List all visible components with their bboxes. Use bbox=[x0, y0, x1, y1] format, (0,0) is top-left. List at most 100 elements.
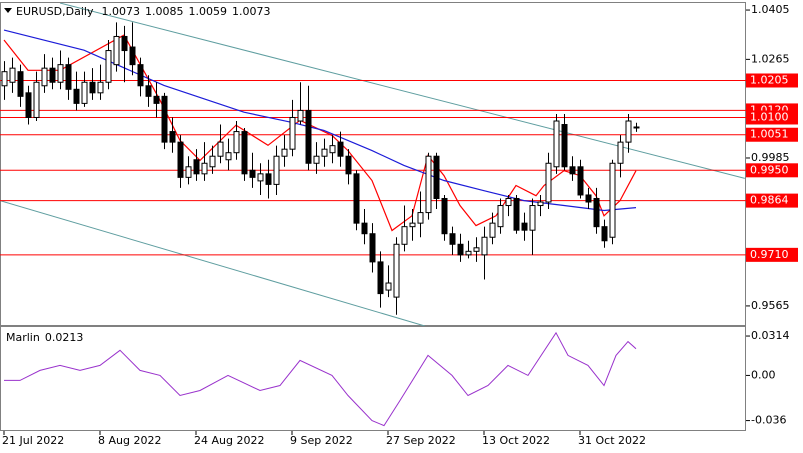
candle-body bbox=[393, 243, 400, 298]
candle-body bbox=[177, 141, 184, 178]
candle-body bbox=[457, 243, 464, 256]
level-label: 1.0205 bbox=[750, 73, 789, 86]
candle-body bbox=[25, 92, 32, 118]
candle-body bbox=[321, 148, 328, 157]
candle-body bbox=[425, 155, 432, 214]
candle-body bbox=[417, 212, 424, 224]
channel-line bbox=[0, 200, 425, 326]
candle-body bbox=[289, 116, 296, 150]
candle-body bbox=[273, 155, 280, 185]
candle-body bbox=[553, 120, 560, 168]
candle-body bbox=[409, 222, 416, 228]
level-label: 0.9950 bbox=[750, 163, 789, 176]
level-tag bbox=[746, 73, 798, 88]
level-tag bbox=[746, 193, 798, 208]
y-tick-label: 0.9565 bbox=[751, 299, 790, 312]
low: 1.0059 bbox=[188, 5, 227, 18]
candle-body bbox=[465, 250, 472, 256]
candle-body bbox=[385, 282, 392, 291]
y-tick-label: 0.9985 bbox=[751, 151, 790, 164]
candle-body bbox=[521, 222, 528, 231]
x-tick-label: 9 Sep 2022 bbox=[290, 434, 353, 447]
candle-body bbox=[161, 95, 168, 143]
indicator-title: Marlin 0.0213 bbox=[6, 331, 83, 344]
candle-body bbox=[609, 162, 616, 238]
candle-body bbox=[561, 124, 568, 168]
candle-body bbox=[481, 236, 488, 256]
y-tick-label: 1.0405 bbox=[751, 3, 790, 16]
candle-body bbox=[9, 67, 16, 83]
x-tick-label: 21 Jul 2022 bbox=[2, 434, 64, 447]
candle-body bbox=[441, 197, 448, 235]
candle-body bbox=[193, 159, 200, 175]
candle-body bbox=[129, 46, 136, 66]
menu-triangle bbox=[4, 8, 12, 13]
candle-body bbox=[529, 205, 536, 231]
level-tag bbox=[746, 127, 798, 142]
x-tick-label: 27 Sep 2022 bbox=[386, 434, 456, 447]
candle-body bbox=[49, 67, 56, 83]
level-tag bbox=[746, 247, 798, 262]
candle-body bbox=[81, 81, 88, 104]
indicator-panel bbox=[0, 326, 746, 431]
x-tick-label: 31 Oct 2022 bbox=[578, 434, 646, 447]
candle-body bbox=[497, 205, 504, 228]
y-tick-label: -0.036 bbox=[751, 414, 786, 427]
candle-body bbox=[217, 141, 224, 157]
open: 1.0073 bbox=[101, 5, 140, 18]
candle-body bbox=[145, 85, 152, 97]
axes: 1.04051.02650.99850.95651.02051.01201.01… bbox=[2, 3, 798, 447]
y-tick-label: 0.00 bbox=[751, 368, 776, 381]
candle-body bbox=[585, 194, 592, 203]
candle-body bbox=[545, 162, 552, 203]
candle-body bbox=[353, 173, 360, 224]
candle-body bbox=[377, 261, 384, 295]
channel-line bbox=[59, 3, 745, 179]
candle-body bbox=[489, 222, 496, 238]
candle-body bbox=[17, 71, 24, 97]
symbol: EURUSD,Daily bbox=[16, 5, 94, 18]
x-tick-label: 13 Oct 2022 bbox=[482, 434, 550, 447]
candle-body bbox=[305, 109, 312, 164]
candle-body bbox=[89, 81, 96, 94]
candle-body bbox=[97, 81, 104, 94]
candle-body bbox=[329, 145, 336, 154]
candle-body bbox=[241, 131, 248, 175]
candle-body bbox=[57, 64, 64, 83]
candle-body bbox=[625, 120, 632, 143]
candle-body bbox=[369, 233, 376, 263]
y-tick-label: 0.0314 bbox=[751, 329, 790, 342]
candle-body bbox=[257, 173, 264, 182]
candle-body bbox=[617, 141, 624, 164]
candle-body bbox=[577, 166, 584, 196]
candle-body bbox=[537, 201, 544, 207]
candle-body bbox=[1, 71, 8, 87]
candle-body bbox=[313, 155, 320, 164]
x-tick-label: 24 Aug 2022 bbox=[194, 434, 264, 447]
candle-body bbox=[297, 109, 304, 122]
high: 1.0085 bbox=[145, 5, 184, 18]
close: 1.0073 bbox=[232, 5, 271, 18]
candle-body bbox=[361, 222, 368, 235]
candle-body bbox=[265, 173, 272, 185]
indicator-value: 0.0213 bbox=[45, 331, 84, 344]
candle-body bbox=[33, 81, 40, 118]
x-tick-label: 8 Aug 2022 bbox=[98, 434, 161, 447]
candle-body bbox=[201, 162, 208, 175]
candle-body bbox=[169, 131, 176, 143]
candle-body bbox=[473, 247, 480, 252]
candle-body bbox=[209, 155, 216, 168]
candle-body bbox=[505, 197, 512, 207]
indicator-name: Marlin bbox=[6, 331, 40, 344]
candle-body bbox=[121, 35, 128, 52]
level-tag bbox=[746, 110, 798, 125]
indicator-line bbox=[4, 331, 637, 427]
candle-body bbox=[281, 148, 288, 157]
indicator-plot bbox=[4, 331, 637, 427]
candle-body bbox=[345, 155, 352, 175]
y-tick-label: 1.0265 bbox=[751, 52, 790, 65]
candle-body bbox=[449, 233, 456, 245]
moving-average bbox=[3, 29, 637, 212]
candle-body bbox=[153, 95, 160, 104]
candle-body bbox=[41, 67, 48, 87]
